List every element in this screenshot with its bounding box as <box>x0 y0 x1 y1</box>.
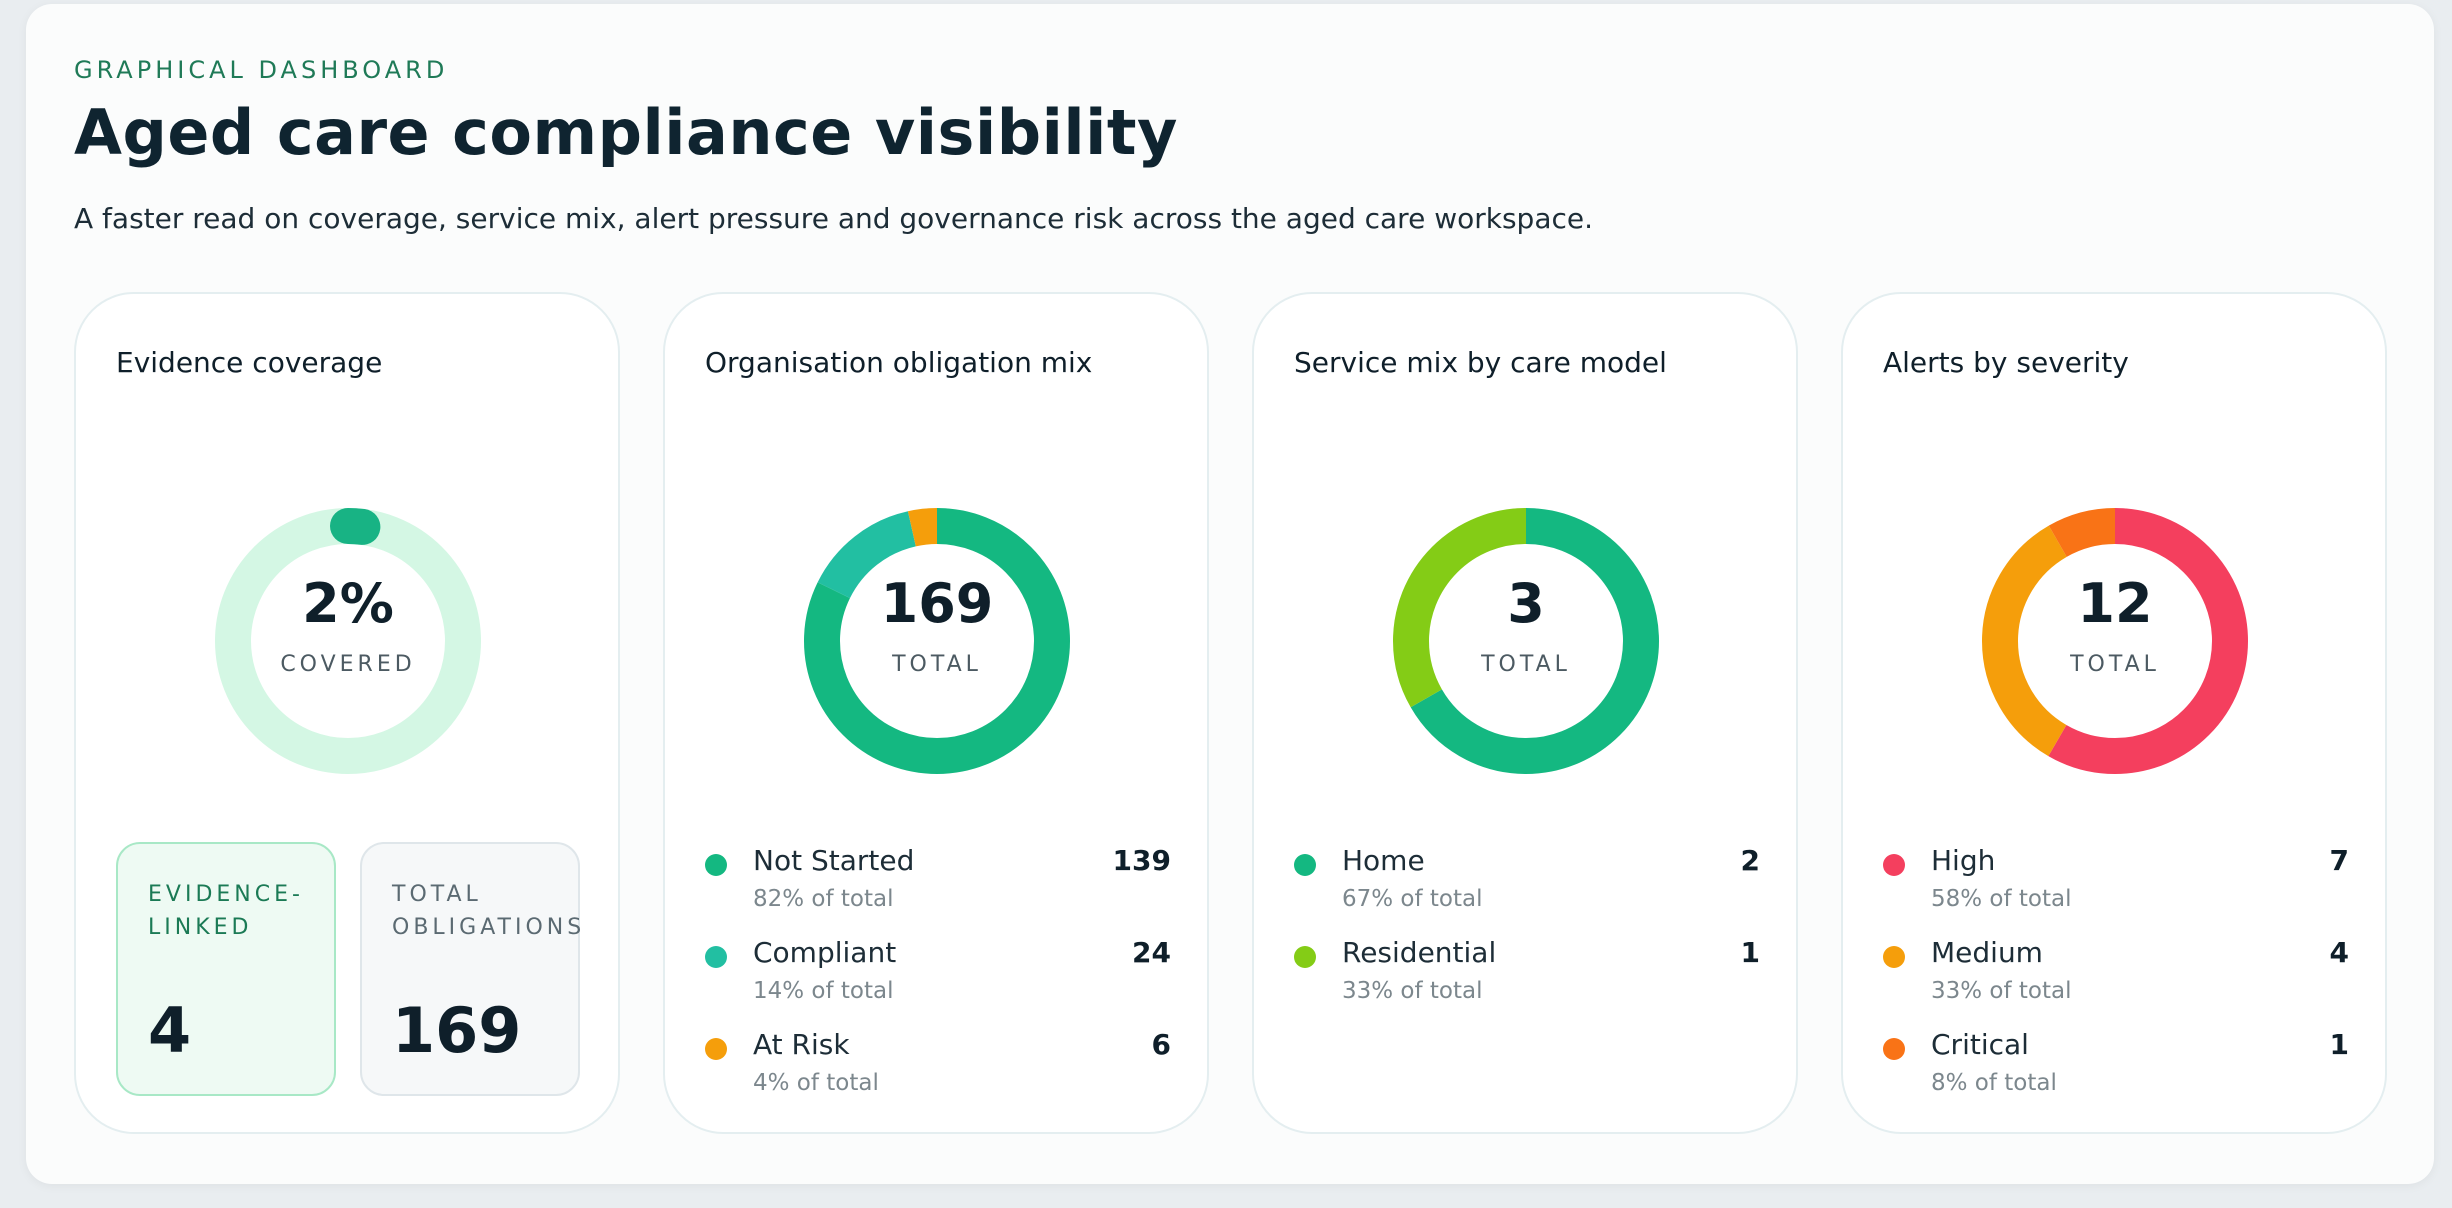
service-donut-svg <box>1393 508 1659 774</box>
evidence-coverage-card: Evidence coverage 2% COVERED EVIDENCE- LI… <box>74 292 620 1134</box>
legend-percent: 4% of total <box>753 1070 879 1096</box>
legend-count: 139 <box>1112 844 1171 877</box>
legend-count: 24 <box>1132 936 1171 969</box>
stat-label: EVIDENCE- LINKED <box>148 882 304 940</box>
service-legend: Home 67% of total 2 Residential 33% of total… <box>1294 844 1760 1028</box>
legend-item-residential: Residential 33% of total 1 <box>1294 936 1760 1028</box>
legend-color-dot <box>705 854 727 876</box>
stat-value: 169 <box>392 994 522 1067</box>
legend-item-not-started: Not Started 82% of total 139 <box>705 844 1171 936</box>
legend-count: 1 <box>1740 936 1760 969</box>
coverage-fill-arc <box>215 508 481 774</box>
legend-item-high: High 58% of total 7 <box>1883 844 2349 936</box>
page-title: Aged care compliance visibility <box>74 96 1178 169</box>
legend-count: 1 <box>2329 1028 2349 1061</box>
stat-value: 4 <box>148 994 192 1067</box>
legend-count: 7 <box>2329 844 2349 877</box>
donut-segment-at-risk <box>804 508 1070 774</box>
coverage-donut-svg <box>215 508 481 774</box>
dashboard-panel: GRAPHICAL DASHBOARD Aged care compliance… <box>26 4 2434 1184</box>
obligation-donut: 169 TOTAL <box>804 508 1070 774</box>
obligation-legend: Not Started 82% of total 139 Compliant 14% o… <box>705 844 1171 1120</box>
donut-total-label: TOTAL <box>1481 652 1571 677</box>
alerts-donut: 12 TOTAL <box>1982 508 2248 774</box>
legend-item-medium: Medium 33% of total 4 <box>1883 936 2349 1028</box>
legend-percent: 82% of total <box>753 886 894 912</box>
alerts-legend: High 58% of total 7 Medium 33% of total 4 Crit… <box>1883 844 2349 1120</box>
coverage-donut: 2% COVERED <box>215 508 481 774</box>
alerts-severity-card: Alerts by severity 12 TOTAL High 58% of t… <box>1841 292 2387 1134</box>
legend-count: 6 <box>1151 1028 1171 1061</box>
legend-label: Home <box>1342 844 1425 877</box>
donut-total-label: TOTAL <box>892 652 982 677</box>
card-title: Service mix by care model <box>1294 346 1667 379</box>
page-subtitle: A faster read on coverage, service mix, … <box>74 202 1593 235</box>
obligation-mix-card: Organisation obligation mix 169 TOTAL No… <box>663 292 1209 1134</box>
legend-label: High <box>1931 844 1996 877</box>
card-title: Evidence coverage <box>116 346 383 379</box>
legend-label: At Risk <box>753 1028 850 1061</box>
obligation-donut-svg <box>804 508 1070 774</box>
card-title: Organisation obligation mix <box>705 346 1093 379</box>
legend-percent: 14% of total <box>753 978 894 1004</box>
legend-item-at-risk: At Risk 4% of total 6 <box>705 1028 1171 1120</box>
section-eyebrow: GRAPHICAL DASHBOARD <box>74 56 449 84</box>
legend-color-dot <box>1294 946 1316 968</box>
legend-color-dot <box>1883 1038 1905 1060</box>
legend-item-critical: Critical 8% of total 1 <box>1883 1028 2349 1120</box>
legend-count: 4 <box>2329 936 2349 969</box>
legend-count: 2 <box>1740 844 1760 877</box>
legend-color-dot <box>705 1038 727 1060</box>
evidence-linked-stat: EVIDENCE- LINKED 4 <box>116 842 336 1096</box>
donut-segment-residential <box>1393 508 1659 774</box>
total-obligations-stat: TOTAL OBLIGATIONS 169 <box>360 842 581 1096</box>
stat-label: TOTAL OBLIGATIONS <box>392 882 586 940</box>
legend-color-dot <box>1294 854 1316 876</box>
legend-label: Not Started <box>753 844 915 877</box>
donut-segment-medium <box>1982 508 2248 774</box>
legend-label: Critical <box>1931 1028 2029 1061</box>
service-mix-card: Service mix by care model 3 TOTAL Home 67… <box>1252 292 1798 1134</box>
legend-percent: 33% of total <box>1342 978 1483 1004</box>
legend-percent: 33% of total <box>1931 978 2072 1004</box>
alerts-donut-svg <box>1982 508 2248 774</box>
card-title: Alerts by severity <box>1883 346 2129 379</box>
donut-segment-critical <box>1982 508 2248 774</box>
legend-color-dot <box>705 946 727 968</box>
donut-total: 12 <box>2077 572 2153 635</box>
donut-total: 169 <box>880 572 994 635</box>
legend-label: Medium <box>1931 936 2043 969</box>
legend-color-dot <box>1883 854 1905 876</box>
legend-label: Compliant <box>753 936 897 969</box>
legend-percent: 8% of total <box>1931 1070 2057 1096</box>
legend-item-home: Home 67% of total 2 <box>1294 844 1760 936</box>
legend-percent: 67% of total <box>1342 886 1483 912</box>
legend-item-compliant: Compliant 14% of total 24 <box>705 936 1171 1028</box>
coverage-label: COVERED <box>280 652 416 677</box>
service-donut: 3 TOTAL <box>1393 508 1659 774</box>
legend-color-dot <box>1883 946 1905 968</box>
donut-total: 3 <box>1507 572 1545 635</box>
coverage-percent: 2% <box>302 572 394 635</box>
coverage-track <box>215 508 481 774</box>
legend-label: Residential <box>1342 936 1497 969</box>
donut-total-label: TOTAL <box>2070 652 2160 677</box>
legend-percent: 58% of total <box>1931 886 2072 912</box>
